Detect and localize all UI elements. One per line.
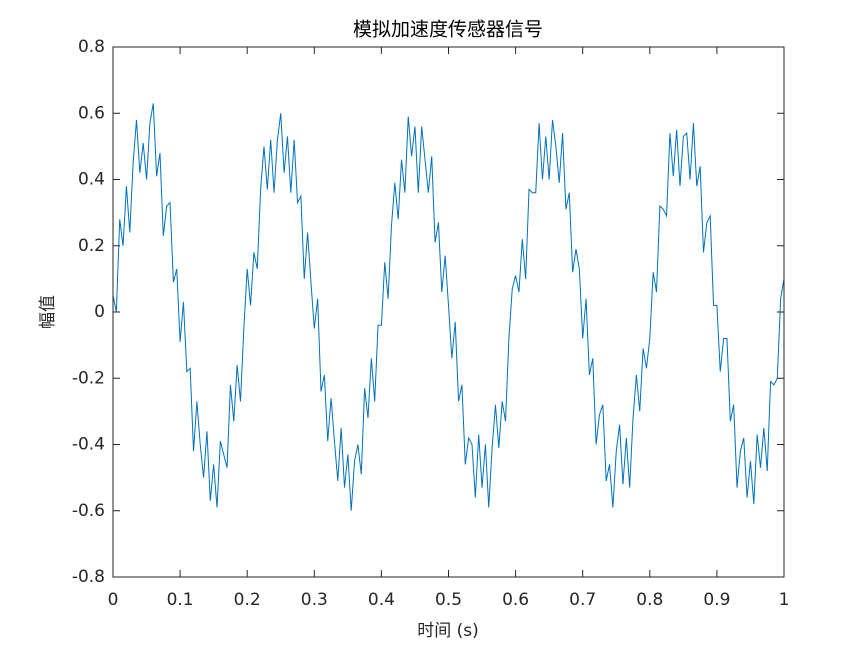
- y-axis-label: 幅值: [38, 295, 58, 329]
- y-tick-label: -0.6: [72, 501, 105, 521]
- x-tick-label: 0.2: [234, 590, 261, 610]
- x-tick-label: 0.1: [167, 590, 194, 610]
- x-tick-label: 0.9: [703, 590, 730, 610]
- y-tick-label: 0.8: [78, 37, 105, 57]
- x-tick-label: 0.4: [368, 590, 395, 610]
- chart-title: 模拟加速度传感器信号: [353, 19, 543, 41]
- y-tick-label: -0.8: [72, 567, 105, 587]
- x-tick-label: 1: [779, 590, 790, 610]
- x-tick-label: 0.3: [301, 590, 328, 610]
- y-tick-label: -0.4: [72, 435, 105, 455]
- y-tick-label: 0.2: [78, 236, 105, 256]
- x-tick-label: 0.7: [569, 590, 596, 610]
- y-tick-label: 0.6: [78, 103, 105, 123]
- x-tick-label: 0.6: [502, 590, 529, 610]
- y-tick-label: -0.2: [72, 368, 105, 388]
- x-tick-label: 0: [108, 590, 119, 610]
- data-line: [112, 103, 785, 511]
- x-axis-label: 时间 (s): [417, 621, 479, 641]
- y-tick-label: 0.4: [78, 170, 105, 190]
- x-tick-label: 0.8: [636, 590, 663, 610]
- y-tick-label: 0: [94, 302, 105, 322]
- x-tick-label: 0.5: [435, 590, 462, 610]
